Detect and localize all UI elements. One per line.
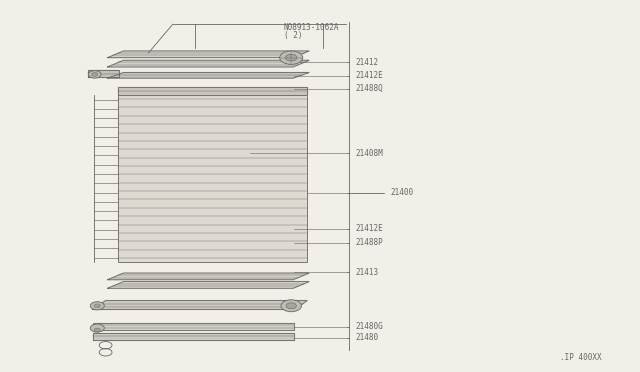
Text: N08913-1062A: N08913-1062A xyxy=(284,23,339,32)
Polygon shape xyxy=(108,273,309,280)
Circle shape xyxy=(88,71,101,78)
Circle shape xyxy=(281,300,301,312)
Text: 21400: 21400 xyxy=(390,188,413,197)
Polygon shape xyxy=(88,70,119,77)
Text: 21412E: 21412E xyxy=(355,224,383,233)
Polygon shape xyxy=(108,51,309,58)
Circle shape xyxy=(90,324,104,332)
Circle shape xyxy=(285,54,297,61)
Text: ( 2): ( 2) xyxy=(284,31,302,40)
Bar xyxy=(118,95,307,262)
Text: 21488Q: 21488Q xyxy=(355,84,383,93)
Polygon shape xyxy=(93,333,294,340)
Text: .IP 400XX: .IP 400XX xyxy=(560,353,602,362)
Circle shape xyxy=(90,302,104,310)
Text: 21408M: 21408M xyxy=(355,149,383,158)
Text: 21412E: 21412E xyxy=(355,71,383,80)
Text: 21480G: 21480G xyxy=(355,322,383,331)
Text: 21413: 21413 xyxy=(355,268,378,277)
Circle shape xyxy=(94,304,100,308)
Circle shape xyxy=(94,328,100,332)
Polygon shape xyxy=(108,60,309,67)
Polygon shape xyxy=(118,87,307,95)
Text: 21488P: 21488P xyxy=(355,238,383,247)
Circle shape xyxy=(92,73,98,76)
Text: 21412: 21412 xyxy=(355,58,378,67)
Circle shape xyxy=(280,51,303,64)
Polygon shape xyxy=(93,323,294,330)
Polygon shape xyxy=(93,301,307,310)
Circle shape xyxy=(286,303,296,309)
Text: 21480: 21480 xyxy=(355,333,378,342)
Polygon shape xyxy=(108,73,309,78)
Polygon shape xyxy=(108,282,309,288)
